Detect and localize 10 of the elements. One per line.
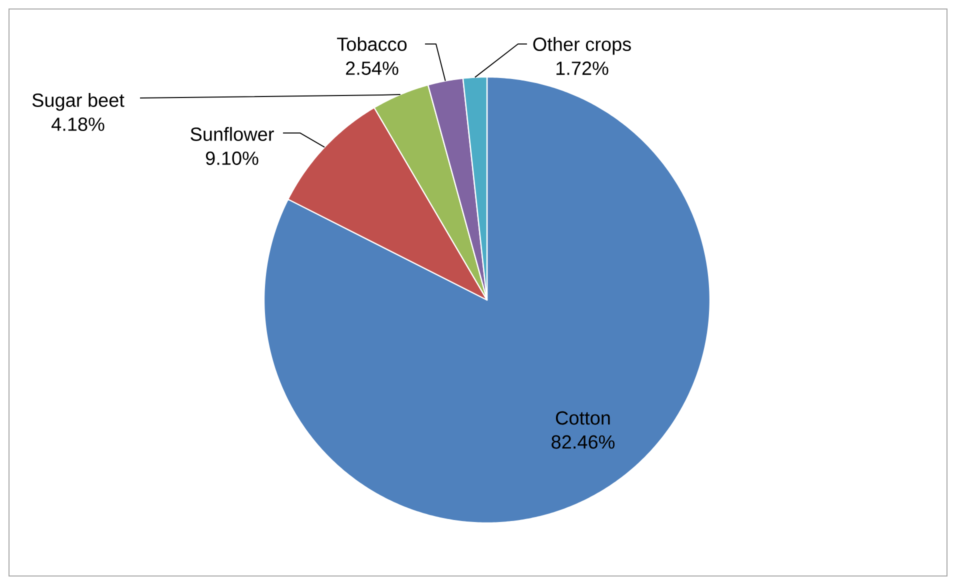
data-label: 4.18% [52, 118, 104, 131]
slice-label: Tobacco [337, 37, 407, 51]
data-label: 9.10% [206, 152, 258, 165]
slice-label: Other crops [533, 37, 631, 55]
data-label: 82.46% [552, 435, 615, 449]
slice-label: Cotton [556, 411, 610, 425]
data-label: 1.72% [556, 62, 608, 75]
data-label: 2.54% [346, 62, 398, 75]
slice-label: Sunflower [190, 127, 274, 141]
slice-label: Sugar beet [32, 93, 124, 111]
